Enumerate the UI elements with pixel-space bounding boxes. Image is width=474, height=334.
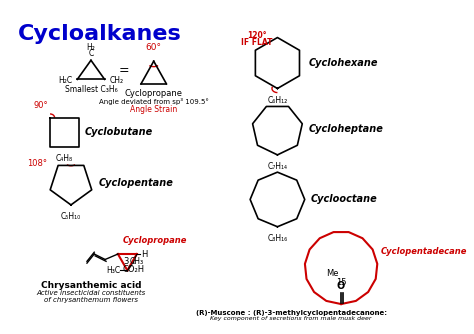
Text: 60°: 60° [146,43,162,52]
Text: Angle Strain: Angle Strain [130,105,177,114]
Text: =: = [118,64,129,77]
Text: (R)-Muscone : (R)-3-methylcyclopentadecanone:: (R)-Muscone : (R)-3-methylcyclopentadeca… [196,310,387,316]
Text: CH₂: CH₂ [109,76,123,85]
Text: C₅H₁₀: C₅H₁₀ [61,212,81,221]
Text: C₄H₈: C₄H₈ [56,154,73,163]
Text: 90°: 90° [34,101,48,110]
Text: Cyclopentadecane: Cyclopentadecane [381,247,467,256]
Text: Cyclooctane: Cyclooctane [310,194,377,204]
Text: Chrysanthemic acid: Chrysanthemic acid [41,281,141,290]
Text: of chrysanthemum flowers: of chrysanthemum flowers [44,297,138,303]
Text: H₃C: H₃C [106,266,120,275]
Text: CH₃: CH₃ [129,257,143,266]
Text: H₂C: H₂C [59,76,73,85]
Text: Cyclopentane: Cyclopentane [98,178,173,188]
Text: Cyclopropane: Cyclopropane [125,90,182,99]
Text: 3: 3 [123,257,128,266]
Text: Active insecticidal constituents: Active insecticidal constituents [36,290,146,296]
Text: Me: Me [326,269,338,278]
Text: Cyclohexane: Cyclohexane [309,58,378,68]
Text: O: O [337,281,345,291]
Text: 15: 15 [336,278,346,287]
Text: Cyclopropane: Cyclopropane [122,236,187,245]
Text: 108°: 108° [27,159,47,168]
Text: Cycloheptane: Cycloheptane [309,124,383,134]
Text: C₆H₁₂: C₆H₁₂ [267,96,288,105]
Text: C: C [88,48,93,57]
Text: CO₂H: CO₂H [122,265,144,274]
Text: H₂: H₂ [87,43,95,52]
Text: Key component of secretions from male musk deer: Key component of secretions from male mu… [210,316,372,321]
Text: H: H [141,249,148,259]
Text: IF FLAT: IF FLAT [241,37,272,46]
Text: Smallest C₃H₆: Smallest C₃H₆ [64,85,118,94]
Text: Cyclobutane: Cyclobutane [84,127,153,137]
Text: C₈H₁₆: C₈H₁₆ [267,234,288,243]
Text: Cycloalkanes: Cycloalkanes [18,24,182,44]
Text: Angle deviated from sp³ 109.5°: Angle deviated from sp³ 109.5° [99,98,209,105]
Text: 120°: 120° [247,31,266,40]
Text: C₇H₁₄: C₇H₁₄ [267,162,287,171]
